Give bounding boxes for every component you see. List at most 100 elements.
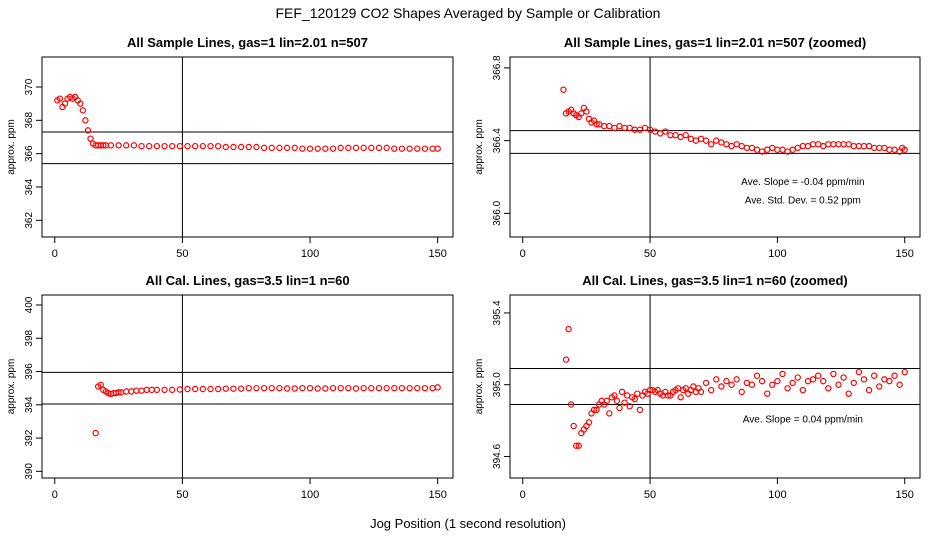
data-point — [237, 143, 245, 151]
data-point — [603, 397, 610, 405]
data-point — [148, 386, 155, 394]
y-tick-label: 368 — [24, 112, 35, 129]
y-tick-label: 366.4 — [492, 128, 503, 153]
data-point — [784, 385, 791, 392]
data-point — [360, 384, 367, 392]
data-point — [590, 406, 598, 414]
data-point — [260, 144, 268, 152]
data-point — [728, 142, 735, 150]
data-point — [896, 381, 903, 388]
plot-frame — [509, 56, 921, 238]
data-point — [133, 387, 140, 394]
data-point — [799, 142, 807, 150]
y-axis-label: approx. ppm — [6, 119, 17, 175]
data-point — [61, 100, 69, 107]
data-point — [606, 410, 613, 417]
data-point — [314, 145, 321, 152]
data-point — [299, 145, 306, 152]
figure-title: FEF_120129 CO2 Shapes Averaged by Sample… — [275, 5, 661, 21]
data-point — [621, 399, 628, 406]
data-point — [128, 388, 135, 395]
x-tick-label: 150 — [429, 489, 447, 501]
data-point — [414, 384, 421, 392]
data-point — [130, 142, 138, 149]
data-point — [677, 394, 684, 401]
y-axis-label: approx. ppm — [474, 119, 485, 175]
data-point — [368, 144, 375, 152]
data-point — [291, 385, 298, 392]
data-point — [375, 144, 383, 152]
data-point — [191, 385, 199, 393]
data-point — [840, 141, 847, 148]
data-point — [881, 144, 888, 152]
data-point — [738, 142, 745, 150]
data-point — [352, 385, 360, 392]
data-point — [631, 395, 638, 403]
data-point — [845, 141, 852, 148]
data-point — [434, 145, 441, 152]
data-point — [707, 141, 715, 148]
x-tick-label: 0 — [52, 248, 58, 260]
y-tick-label: 394.6 — [492, 444, 503, 469]
data-point — [830, 370, 837, 378]
data-point — [268, 144, 275, 152]
data-point — [138, 387, 145, 394]
data-point — [230, 385, 237, 392]
data-point — [794, 144, 801, 152]
data-point — [214, 142, 222, 150]
data-point — [891, 372, 898, 379]
plot-frame — [509, 294, 921, 479]
y-tick-label: 366.0 — [492, 200, 503, 225]
data-point — [573, 442, 580, 449]
chart-panel-1: All Sample Lines, gas=1 lin=2.01 n=507 0 5… — [6, 35, 454, 260]
data-point — [585, 419, 593, 426]
data-point — [398, 384, 406, 392]
data-point — [774, 377, 781, 385]
data-point — [764, 390, 771, 397]
data-point — [153, 386, 161, 394]
data-point — [570, 422, 577, 430]
data-point — [345, 384, 352, 392]
data-point — [283, 144, 291, 152]
data-point — [82, 117, 89, 124]
data-point — [809, 141, 817, 148]
data-point — [651, 128, 659, 135]
data-point — [901, 146, 908, 153]
data-point — [876, 144, 883, 152]
data-point — [748, 381, 756, 388]
annotation: Ave. Std. Dev. = 0.52 ppm — [745, 195, 861, 206]
data-point — [291, 144, 298, 152]
data-point — [662, 128, 669, 135]
data-point — [789, 379, 796, 387]
data-point — [567, 401, 575, 408]
y-tick-label: 396 — [24, 363, 35, 380]
data-point — [429, 384, 436, 392]
data-point — [253, 384, 260, 392]
y-axis-label: approx. ppm — [6, 359, 17, 415]
data-point — [601, 122, 608, 130]
data-point — [84, 127, 92, 134]
data-point — [283, 385, 291, 392]
data-point — [886, 377, 893, 385]
chart-panel-2: All Sample Lines, gas=1 lin=2.01 n=507 (… — [474, 35, 921, 260]
data-point — [97, 381, 104, 389]
data-point — [322, 145, 329, 152]
y-tick-label: 395.0 — [492, 372, 503, 397]
data-point — [814, 141, 822, 148]
data-point — [123, 388, 130, 395]
data-point — [306, 384, 314, 392]
x-tick-label: 50 — [644, 248, 656, 260]
y-tick-label: 394 — [24, 396, 35, 413]
data-point — [138, 142, 145, 150]
data-point — [329, 145, 337, 152]
data-point — [697, 135, 705, 143]
data-point — [429, 145, 436, 152]
x-tick-label: 0 — [52, 489, 58, 501]
y-tick-label: 390 — [24, 463, 35, 480]
data-point — [860, 142, 868, 150]
plot-frame — [41, 294, 454, 479]
data-point — [375, 384, 383, 392]
data-point — [191, 142, 199, 150]
data-point — [237, 385, 245, 392]
